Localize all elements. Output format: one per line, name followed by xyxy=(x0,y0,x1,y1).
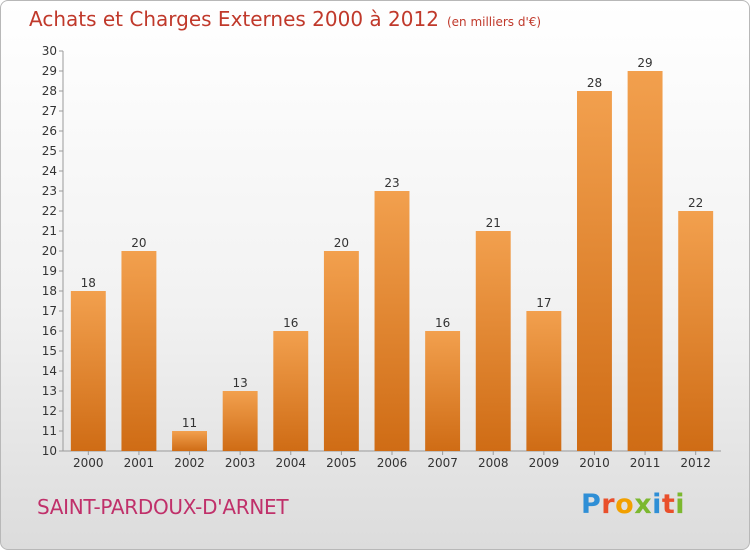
y-tick-label: 26 xyxy=(42,124,57,138)
x-tick-label: 2011 xyxy=(630,456,661,470)
x-tick-label: 2003 xyxy=(225,456,256,470)
x-tick-label: 2009 xyxy=(529,456,560,470)
bar xyxy=(273,331,309,451)
x-tick-label: 2010 xyxy=(579,456,610,470)
bar-value-label: 16 xyxy=(283,316,298,330)
y-tick-label: 13 xyxy=(42,384,57,398)
bar xyxy=(323,251,359,451)
y-tick-label: 17 xyxy=(42,304,57,318)
bar-value-label: 13 xyxy=(233,376,248,390)
commune-name: SAINT-PARDOUX-D'ARNET xyxy=(37,495,289,519)
proxiti-logo: Proxiti xyxy=(581,489,686,520)
y-tick-label: 20 xyxy=(42,244,57,258)
bar xyxy=(526,311,562,451)
bar-value-label: 28 xyxy=(587,76,602,90)
y-tick-label: 15 xyxy=(42,344,57,358)
y-tick-label: 30 xyxy=(42,44,57,58)
x-tick-label: 2004 xyxy=(275,456,306,470)
bar-value-label: 29 xyxy=(637,56,652,70)
y-tick-label: 19 xyxy=(42,264,57,278)
bar xyxy=(374,191,410,451)
y-tick-label: 14 xyxy=(42,364,57,378)
y-tick-label: 23 xyxy=(42,184,57,198)
x-tick-label: 2002 xyxy=(174,456,205,470)
y-tick-label: 24 xyxy=(42,164,57,178)
y-tick-label: 10 xyxy=(42,444,57,458)
bar-value-label: 20 xyxy=(131,236,146,250)
bar-value-label: 21 xyxy=(486,216,501,230)
bar xyxy=(678,211,714,451)
y-tick-label: 27 xyxy=(42,104,57,118)
bar-value-label: 22 xyxy=(688,196,703,210)
y-tick-label: 16 xyxy=(42,324,57,338)
x-tick-label: 2006 xyxy=(377,456,408,470)
bar-value-label: 17 xyxy=(536,296,551,310)
bar-value-label: 11 xyxy=(182,416,197,430)
x-tick-label: 2005 xyxy=(326,456,357,470)
title-text: Achats et Charges Externes 2000 à 2012 xyxy=(29,7,439,31)
y-tick-label: 22 xyxy=(42,204,57,218)
bar xyxy=(425,331,461,451)
y-tick-label: 12 xyxy=(42,404,57,418)
bar-value-label: 18 xyxy=(81,276,96,290)
y-tick-label: 25 xyxy=(42,144,57,158)
x-tick-label: 2000 xyxy=(73,456,104,470)
y-tick-label: 21 xyxy=(42,224,57,238)
bar-value-label: 16 xyxy=(435,316,450,330)
x-tick-label: 2008 xyxy=(478,456,509,470)
subtitle-text: (en milliers d'€) xyxy=(446,15,542,29)
bar xyxy=(475,231,511,451)
bar xyxy=(70,291,106,451)
chart-title: Achats et Charges Externes 2000 à 2012 (e… xyxy=(29,7,541,31)
bar xyxy=(576,91,612,451)
y-tick-label: 18 xyxy=(42,284,57,298)
x-tick-label: 2007 xyxy=(427,456,458,470)
bar-value-label: 20 xyxy=(334,236,349,250)
y-tick-label: 11 xyxy=(42,424,57,438)
bar xyxy=(627,71,663,451)
bar-value-label: 23 xyxy=(384,176,399,190)
y-tick-label: 28 xyxy=(42,84,57,98)
x-tick-label: 2001 xyxy=(124,456,155,470)
bar xyxy=(172,431,208,451)
bar xyxy=(121,251,157,451)
x-tick-label: 2012 xyxy=(680,456,711,470)
y-tick-label: 29 xyxy=(42,64,57,78)
bar xyxy=(222,391,258,451)
